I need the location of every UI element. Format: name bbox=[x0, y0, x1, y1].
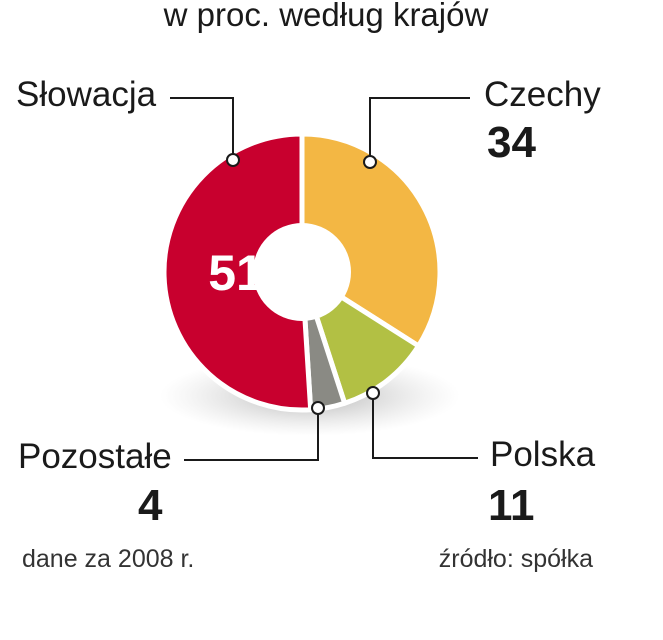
label-pozostale: Pozostałe bbox=[18, 437, 172, 476]
leader-pozostale bbox=[184, 408, 319, 461]
value-czechy: 34 bbox=[487, 118, 536, 167]
label-slowacja: Słowacja bbox=[16, 75, 157, 114]
leader-dot-pozostale bbox=[311, 401, 325, 415]
leader-czechy bbox=[369, 97, 470, 162]
label-polska: Polska bbox=[490, 435, 596, 474]
donut-hole bbox=[253, 223, 351, 321]
pie-slice-sowacja bbox=[161, 131, 314, 413]
slice-value-slowacja: 51 bbox=[208, 245, 264, 301]
footnote-right: źródło: spółka bbox=[439, 545, 593, 573]
leader-dot-polska bbox=[366, 386, 380, 400]
leader-polska bbox=[372, 393, 478, 459]
label-czechy: Czechy bbox=[484, 75, 601, 114]
value-polska: 11 bbox=[488, 481, 535, 530]
footnote-left: dane za 2008 r. bbox=[22, 545, 194, 573]
leader-slowacja bbox=[170, 97, 234, 160]
pie-slices bbox=[161, 131, 443, 413]
leader-dot-czechy bbox=[363, 155, 377, 169]
leader-dot-slowacja bbox=[226, 153, 240, 167]
value-pozostale: 4 bbox=[138, 481, 163, 530]
chart-subtitle: w proc. według krajów bbox=[163, 0, 489, 33]
